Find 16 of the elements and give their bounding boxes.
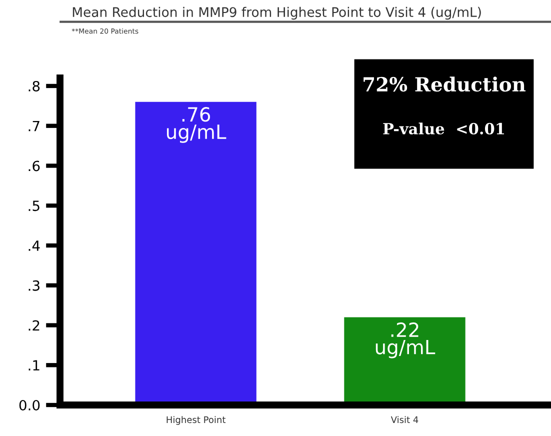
data-label: .22 ug/mL [376,322,436,358]
chart-title: Mean Reduction in MMP9 from Highest Point to Visit 4 (ug/mL) [72,6,481,20]
y-tick-label: .2 [28,320,40,331]
x-tick-label: Visit 4 [390,416,418,424]
y-tick-label: .7 [28,121,40,132]
y-tick-label: .3 [28,280,40,291]
y-tick-label: .6 [28,160,40,172]
y-tick-label: 0.0 [19,400,40,410]
y-tick-label: .8 [28,80,40,92]
data-label: .76 ug/mL [166,107,226,143]
y-tick-label: .5 [28,200,40,212]
annotation: P-value <0.01 [383,122,504,134]
y-tick-label: .4 [28,240,40,251]
annotation: 72% Reduction [364,76,526,92]
x-tick-label: Highest Point [166,416,226,425]
y-tick-label: .1 [28,360,40,370]
